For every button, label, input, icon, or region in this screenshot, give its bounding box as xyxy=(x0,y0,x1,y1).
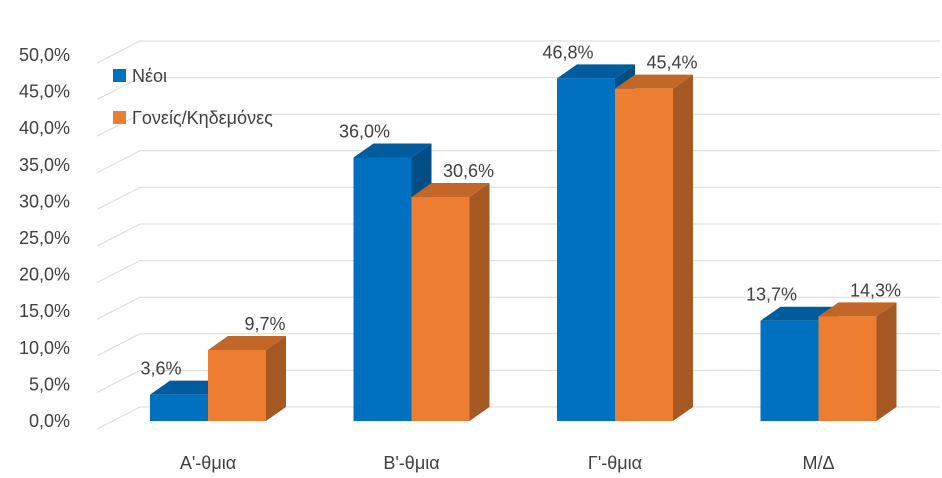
bar xyxy=(411,183,490,421)
x-category-label: Α'-θμια xyxy=(180,453,236,473)
bar xyxy=(615,74,693,421)
legend-label: Νέοι xyxy=(132,66,167,86)
x-category-label: Μ/Δ xyxy=(802,453,834,473)
y-tick-label: 40,0% xyxy=(19,118,70,138)
y-tick-label: 45,0% xyxy=(19,82,70,102)
data-label: 46,8% xyxy=(542,42,593,62)
y-tick-label: 20,0% xyxy=(19,265,70,285)
data-label: 30,6% xyxy=(443,161,494,181)
data-label: 9,7% xyxy=(244,314,285,334)
gridline xyxy=(96,223,940,247)
y-tick-label: 10,0% xyxy=(19,338,70,358)
x-axis: Α'-θμια Β'-θμια Γ'-θμια Μ/Δ xyxy=(180,453,835,473)
y-tick-label: 15,0% xyxy=(19,301,70,321)
gridline xyxy=(96,77,940,101)
gridline xyxy=(96,260,940,284)
y-tick-label: 0,0% xyxy=(29,411,70,431)
legend-item: Νέοι xyxy=(113,66,167,86)
y-tick-label: 25,0% xyxy=(19,228,70,248)
gridline xyxy=(96,150,940,174)
data-label: 36,0% xyxy=(339,121,390,141)
data-label: 13,7% xyxy=(746,285,797,305)
gridline xyxy=(96,186,940,210)
y-axis: 0,0% 5,0% 10,0% 15,0% 20,0% 25,0% 30,0% 35,0% 40… xyxy=(19,45,70,431)
data-label: 3,6% xyxy=(140,359,181,379)
legend-item: Γονείς/Κηδεμόνες xyxy=(113,108,273,128)
legend-label: Γονείς/Κηδεμόνες xyxy=(132,108,273,128)
legend-swatch xyxy=(113,69,126,82)
y-tick-label: 5,0% xyxy=(29,374,70,394)
data-label: 14,3% xyxy=(850,280,901,300)
y-tick-label: 35,0% xyxy=(19,155,70,175)
x-category-label: Β'-θμια xyxy=(383,453,439,473)
legend-swatch xyxy=(113,111,126,124)
y-tick-label: 30,0% xyxy=(19,191,70,211)
bar xyxy=(208,335,286,421)
data-label: 45,4% xyxy=(646,53,697,73)
bar xyxy=(818,302,897,421)
y-tick-label: 50,0% xyxy=(19,45,70,65)
x-category-label: Γ'-θμια xyxy=(588,453,642,473)
gridline xyxy=(96,40,940,64)
bars xyxy=(150,64,897,422)
data-labels: 3,6% 9,7% 36,0% 30,6% 46,8% 45,4% 13,7% 14,3% xyxy=(140,42,901,378)
legend: Νέοι Γονείς/Κηδεμόνες xyxy=(113,66,273,128)
